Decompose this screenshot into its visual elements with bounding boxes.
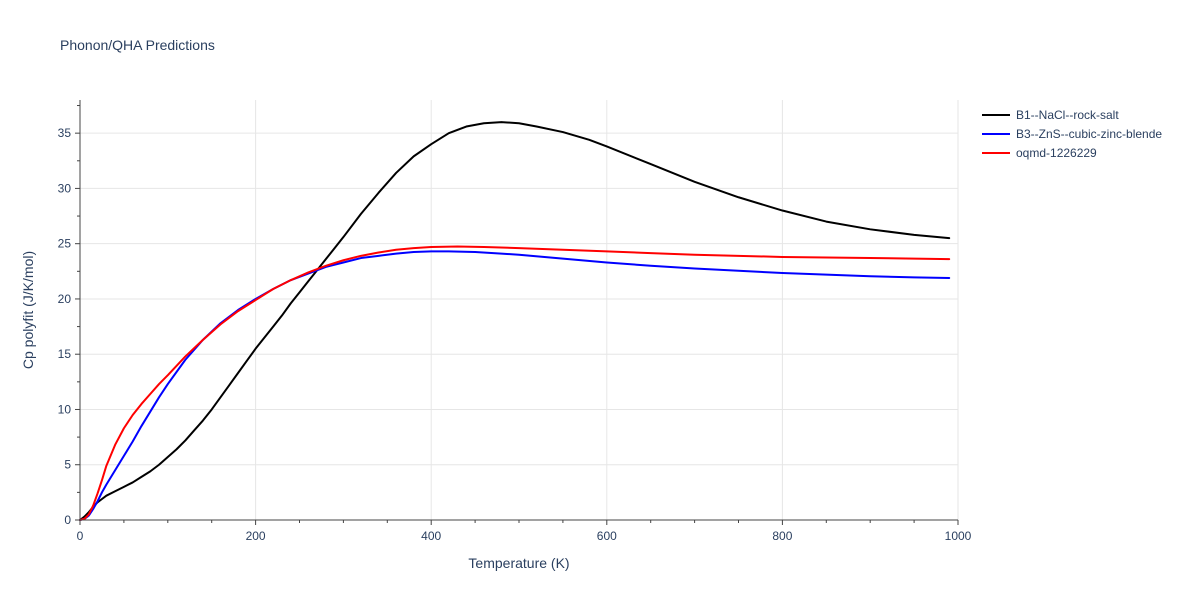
chart-title: Phonon/QHA Predictions	[60, 37, 215, 53]
legend[interactable]: B1--NaCl--rock-salt B3--ZnS--cubic-zinc-b…	[982, 108, 1162, 160]
y-tick-label: 0	[64, 513, 71, 527]
y-axis-title: Cp polyfit (J/K/mol)	[20, 251, 36, 369]
legend-label: B1--NaCl--rock-salt	[1016, 108, 1119, 122]
y-tick-label: 5	[64, 458, 71, 472]
y-tick-label: 15	[58, 347, 72, 361]
x-axis-title: Temperature (K)	[468, 555, 569, 571]
plot-area	[79, 121, 951, 521]
grid	[80, 100, 959, 520]
series-line-3	[79, 245, 951, 521]
y-tick-label: 10	[58, 402, 72, 416]
x-tick-label: 0	[77, 529, 84, 543]
legend-item-2[interactable]: B3--ZnS--cubic-zinc-blende	[982, 127, 1162, 141]
series-line-1	[79, 121, 951, 521]
x-tick-label: 200	[246, 529, 266, 543]
legend-item-1[interactable]: B1--NaCl--rock-salt	[982, 108, 1119, 122]
x-tick-label: 400	[421, 529, 441, 543]
legend-label: oqmd-1226229	[1016, 146, 1097, 160]
series-line-2	[79, 250, 951, 521]
y-tick-label: 20	[58, 292, 72, 306]
axes: 0 200 400 600 800 1000 0 5 10 15 20 25 30 35	[58, 100, 972, 543]
x-tick-label: 600	[597, 529, 617, 543]
x-tick-label: 1000	[945, 529, 972, 543]
y-tick-label: 25	[58, 237, 72, 251]
x-tick-label: 800	[772, 529, 792, 543]
legend-item-3[interactable]: oqmd-1226229	[982, 146, 1097, 160]
y-tick-label: 35	[58, 126, 72, 140]
y-tick-label: 30	[58, 181, 72, 195]
legend-label: B3--ZnS--cubic-zinc-blende	[1016, 127, 1162, 141]
